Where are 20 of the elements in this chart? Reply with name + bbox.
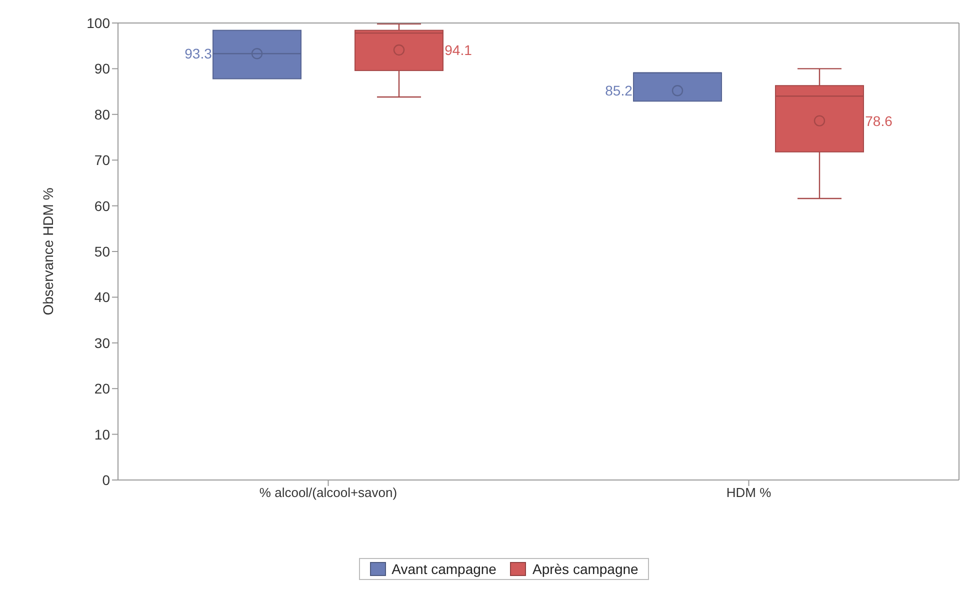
annotation: 93.3 [184, 46, 212, 62]
y-tick-label: 50 [94, 243, 110, 260]
legend-label: Après campagne [531, 561, 638, 577]
annotation: 94.1 [444, 42, 472, 58]
y-tick-label: 40 [94, 289, 110, 306]
y-tick-label: 80 [94, 106, 110, 122]
y-tick-label: 0 [102, 472, 110, 488]
y-tick-label: 70 [94, 152, 110, 168]
y-tick-label: 10 [94, 426, 110, 442]
y-tick-label: 20 [94, 380, 110, 397]
y-tick-label: 90 [94, 60, 110, 77]
y-tick-label: 30 [94, 334, 110, 351]
y-tick-label: 60 [94, 198, 110, 214]
y-axis-title: Observance HDM % [40, 188, 56, 316]
y-tick-label: 100 [86, 14, 110, 31]
annotation: 85.2 [605, 82, 633, 99]
x-tick-label: HDM % [726, 485, 772, 500]
annotation: 78.6 [865, 112, 893, 129]
x-tick-label: % alcool/(alcool+savon) [259, 485, 398, 500]
legend-label: Avant campagne [390, 561, 496, 577]
